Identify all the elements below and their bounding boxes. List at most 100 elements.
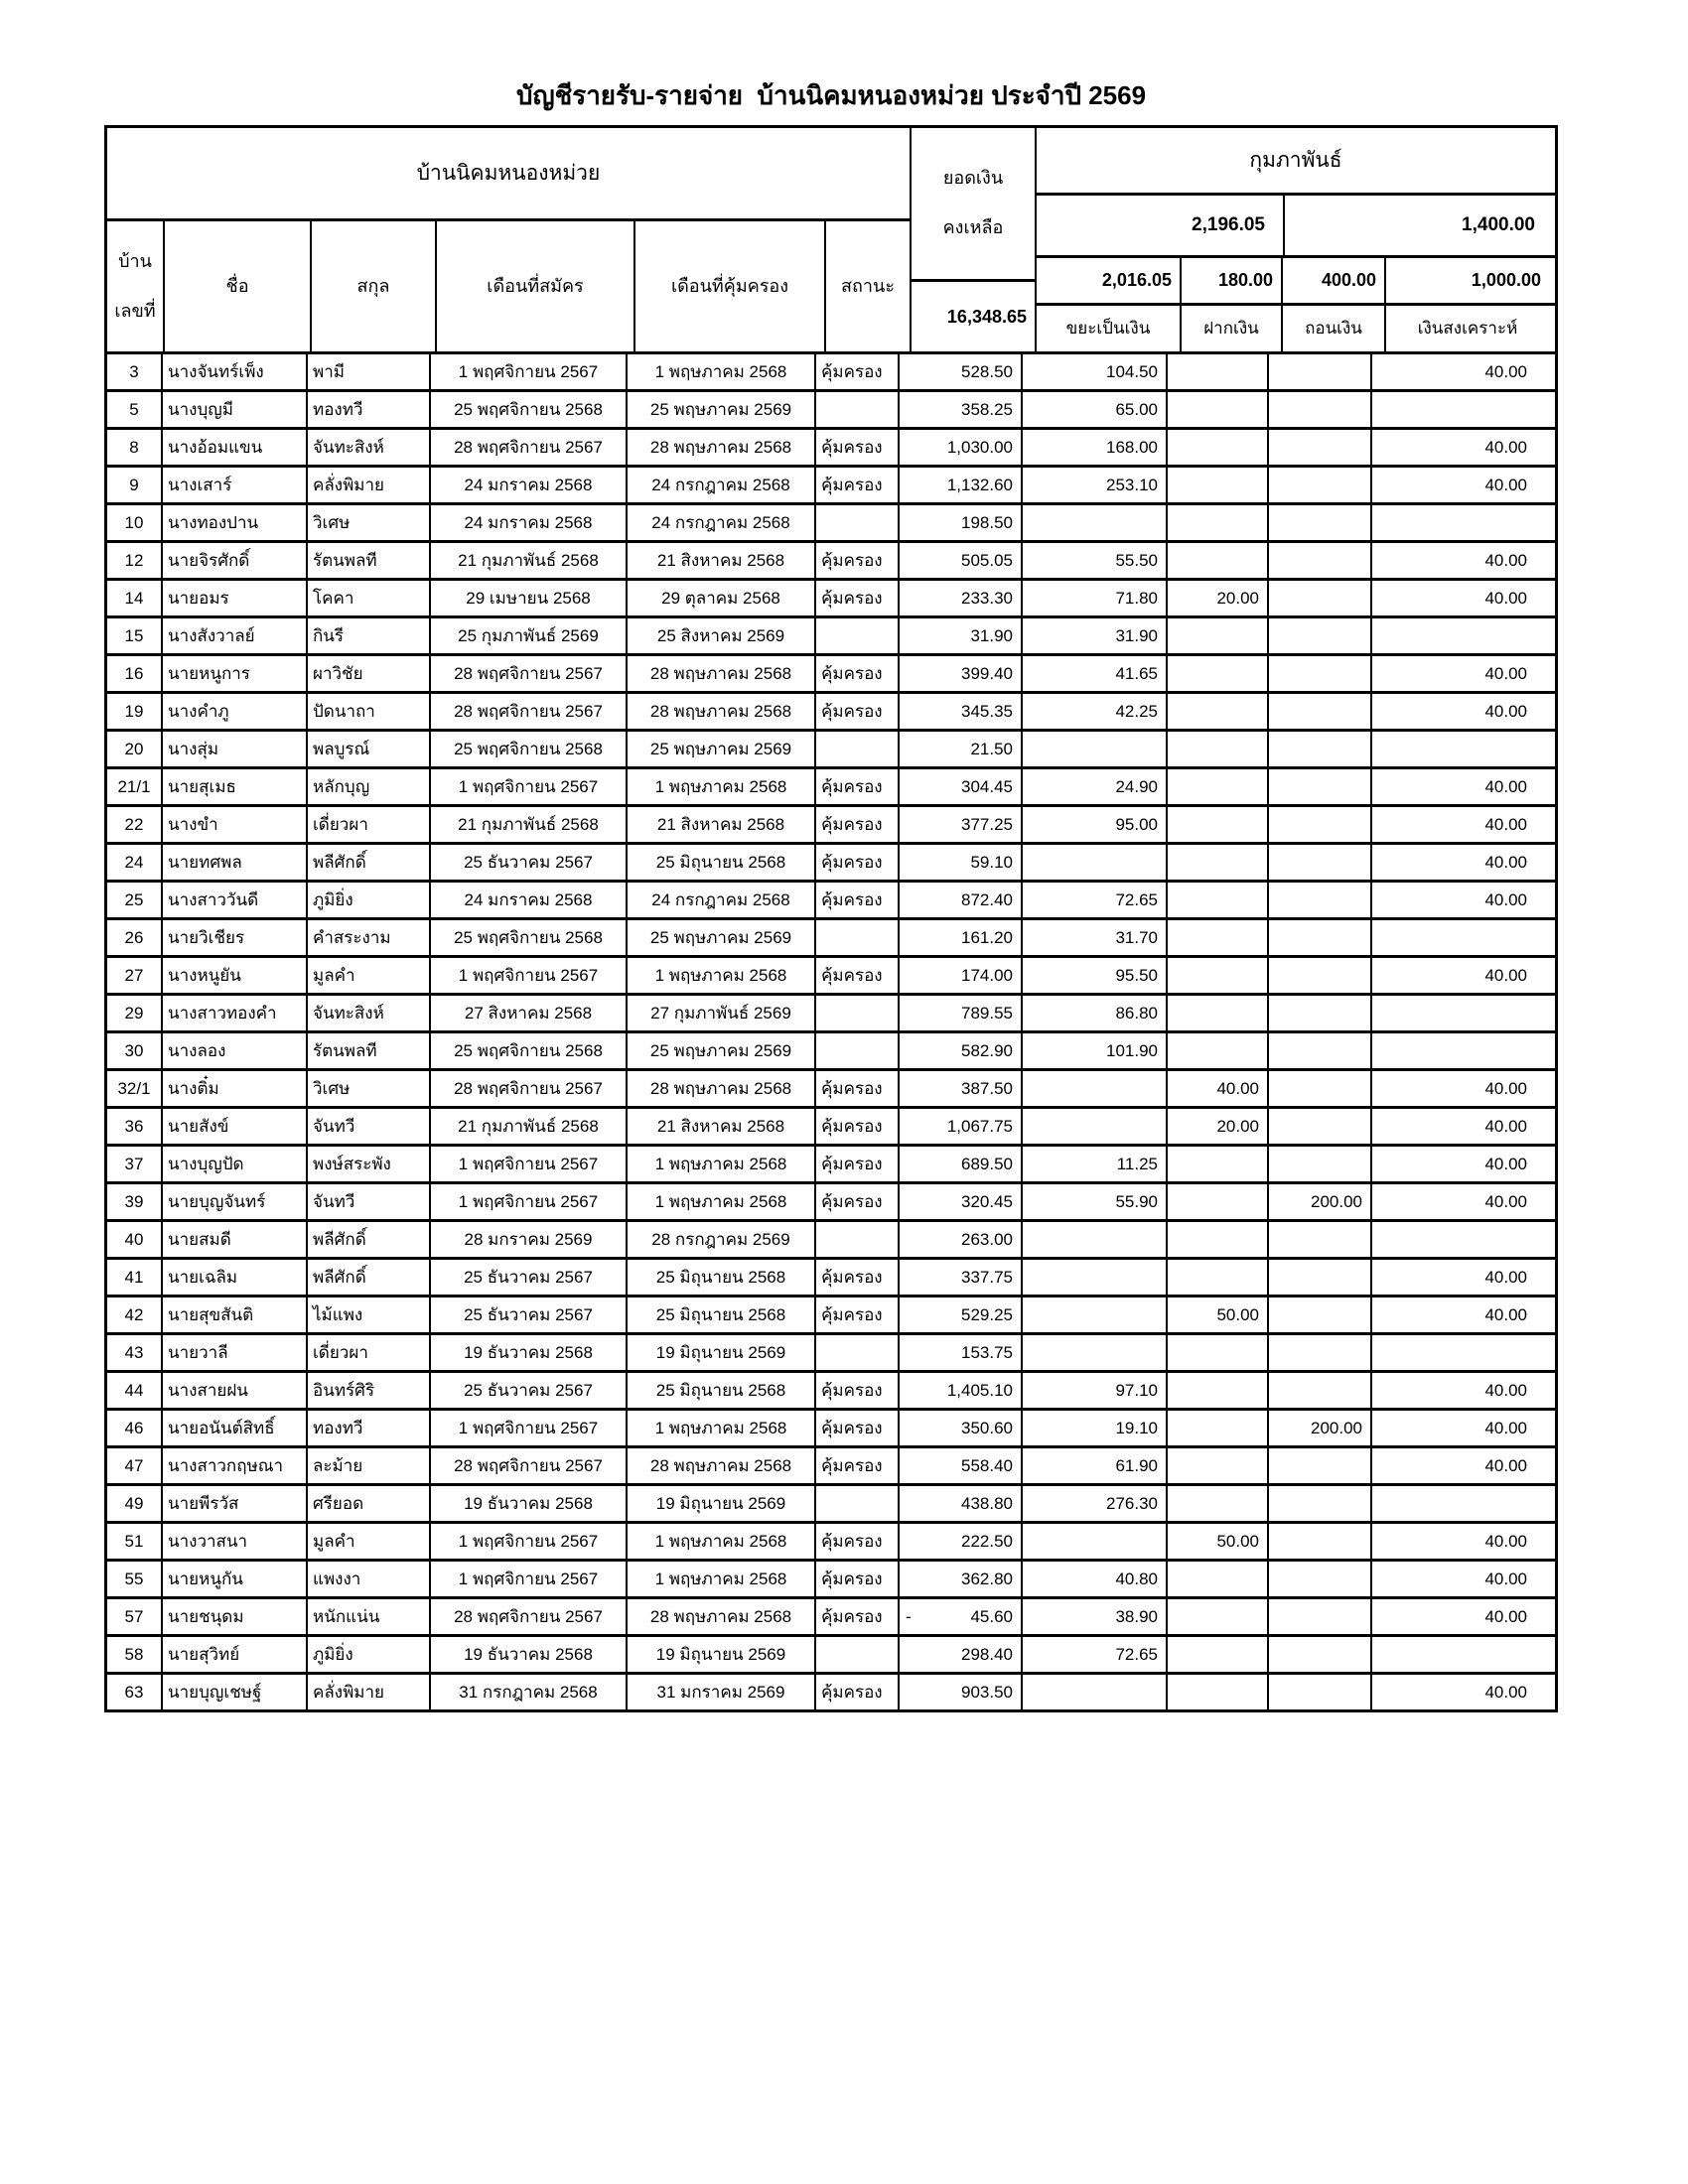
status-cell — [816, 505, 900, 540]
table-row: 10 นางทองปาน วิเศษ 24 มกราคม 2568 24 กรก… — [107, 502, 1555, 540]
balance-cell: 263.00 — [900, 1222, 1023, 1257]
column-header-house-number: บ้าน เลขที่ — [107, 221, 165, 351]
house-number-cell: 43 — [107, 1335, 163, 1370]
cover-month-cell: 24 กรกฎาคม 2568 — [628, 505, 816, 540]
house-number-cell: 42 — [107, 1297, 163, 1332]
house-number-cell: 19 — [107, 694, 163, 729]
first-name-cell: นายบุญจันทร์ — [163, 1184, 308, 1219]
waste-money-cell: 42.25 — [1023, 694, 1168, 729]
apply-month-cell: 1 พฤศจิกายน 2567 — [431, 958, 628, 993]
cover-month-cell: 25 พฤษภาคม 2569 — [628, 392, 816, 427]
waste-money-cell: 86.80 — [1023, 996, 1168, 1030]
apply-month-cell: 25 ธันวาคม 2567 — [431, 1260, 628, 1295]
house-number-cell: 14 — [107, 581, 163, 615]
surname-cell: ทองทวี — [308, 1411, 431, 1445]
status-cell: คุ้มครอง — [816, 1599, 900, 1634]
surname-cell: พลีศักดิ์ — [308, 1222, 431, 1257]
welfare-cell: 40.00 — [1484, 965, 1527, 985]
cover-month-cell: 28 พฤษภาคม 2568 — [628, 430, 816, 465]
surname-cell: วิเศษ — [308, 1071, 431, 1106]
welfare-cell: 40.00 — [1484, 475, 1527, 494]
balance-value: 505.05 — [961, 550, 1013, 570]
cover-month-cell: 1 พฤษภาคม 2568 — [628, 354, 816, 389]
deposit-cell — [1168, 807, 1269, 842]
cover-month-cell: 19 มิถุนายน 2569 — [628, 1637, 816, 1672]
first-name-cell: นางสาวกฤษณา — [163, 1448, 308, 1483]
deposit-cell — [1168, 920, 1269, 955]
house-number-cell: 58 — [107, 1637, 163, 1672]
house-label-line2: เลขที่ — [114, 301, 156, 321]
deposit-cell — [1168, 1335, 1269, 1370]
table-row: 58 นายสุวิทย์ ภูมิยิ่ง 19 ธันวาคม 2568 1… — [107, 1634, 1555, 1672]
house-number-cell: 27 — [107, 958, 163, 993]
cover-month-cell: 21 สิงหาคม 2568 — [628, 807, 816, 842]
house-number-cell: 15 — [107, 618, 163, 653]
welfare-cell — [1372, 1335, 1535, 1370]
waste-money-cell: 19.10 — [1023, 1411, 1168, 1445]
house-number-cell: 63 — [107, 1675, 163, 1709]
cover-month-cell: 21 สิงหาคม 2568 — [628, 1109, 816, 1144]
table-row: 44 นางสายฝน อินทร์ศิริ 25 ธันวาคม 2567 2… — [107, 1370, 1555, 1408]
cover-month-cell: 24 กรกฎาคม 2568 — [628, 468, 816, 502]
welfare-cell — [1372, 392, 1535, 427]
welfare-subtotal: 1,000.00 — [1471, 269, 1541, 290]
balance-value: 528.50 — [961, 361, 1013, 381]
balance-cell: 582.90 — [900, 1033, 1023, 1068]
apply-month-cell: 28 พฤศจิกายน 2567 — [431, 656, 628, 691]
balance-cell: 529.25 — [900, 1297, 1023, 1332]
deposit-cell — [1168, 392, 1269, 427]
table-row: 46 นายอนันต์สิทธิ์ ทองทวี 1 พฤศจิกายน 25… — [107, 1408, 1555, 1445]
deposit-cell — [1168, 543, 1269, 578]
surname-cell: ไม้แพง — [308, 1297, 431, 1332]
village-group-header: บ้านนิคมหนองหม่วย — [107, 128, 910, 221]
balance-value: 320.45 — [961, 1191, 1013, 1211]
welfare-cell: 40.00 — [1484, 663, 1527, 683]
balance-value: 1,067.75 — [946, 1116, 1013, 1136]
house-number-cell: 30 — [107, 1033, 163, 1068]
cover-month-cell: 1 พฤษภาคม 2568 — [628, 1184, 816, 1219]
deposit-cell: 40.00 — [1168, 1071, 1269, 1106]
surname-cell: ภูมิยิ่ง — [308, 883, 431, 917]
first-name-cell: นายสมดี — [163, 1222, 308, 1257]
deposit-cell — [1168, 1260, 1269, 1295]
balance-value: 358.25 — [961, 399, 1013, 419]
column-header-waste-money: ขยะเป็นเงิน — [1037, 306, 1182, 351]
balance-cell: 1,405.10 — [900, 1373, 1023, 1408]
apply-month-cell: 28 พฤศจิกายน 2567 — [431, 1448, 628, 1483]
balance-column-header: ยอดเงิน คงเหลือ 16,348.65 — [912, 128, 1037, 351]
deposit-cell — [1168, 1675, 1269, 1709]
table-row: 40 นายสมดี พลีศักดิ์ 28 มกราคม 2569 28 ก… — [107, 1219, 1555, 1257]
column-header-deposit: ฝากเงิน — [1182, 306, 1283, 351]
balance-cell: 872.40 — [900, 883, 1023, 917]
deposit-cell — [1168, 1448, 1269, 1483]
withdraw-cell — [1269, 1524, 1372, 1559]
cover-month-cell: 25 พฤษภาคม 2569 — [628, 1033, 816, 1068]
table-row: 49 นายพีรวัส ศรียอด 19 ธันวาคม 2568 19 ม… — [107, 1483, 1555, 1521]
deposit-cell — [1168, 1486, 1269, 1521]
waste-money-cell: 104.50 — [1023, 354, 1168, 389]
status-cell — [816, 1222, 900, 1257]
apply-month-cell: 24 มกราคม 2568 — [431, 468, 628, 502]
balance-cell: 59.10 — [900, 845, 1023, 880]
first-name-cell: นายหนูการ — [163, 656, 308, 691]
balance-value: 387.50 — [961, 1078, 1013, 1098]
waste-money-cell: 95.00 — [1023, 807, 1168, 842]
cover-month-cell: 1 พฤษภาคม 2568 — [628, 1562, 816, 1596]
apply-month-cell: 19 ธันวาคม 2568 — [431, 1486, 628, 1521]
surname-cell: พลีศักดิ์ — [308, 845, 431, 880]
waste-money-cell — [1023, 1524, 1168, 1559]
withdraw-cell — [1269, 1675, 1372, 1709]
cover-month-cell: 25 มิถุนายน 2568 — [628, 1260, 816, 1295]
waste-money-cell: 24.90 — [1023, 769, 1168, 804]
house-number-cell: 25 — [107, 883, 163, 917]
apply-month-cell: 25 กุมภาพันธ์ 2569 — [431, 618, 628, 653]
balance-value: 304.45 — [961, 776, 1013, 796]
balance-value: 222.50 — [961, 1531, 1013, 1551]
waste-money-cell — [1023, 1675, 1168, 1709]
waste-money-cell — [1023, 1071, 1168, 1106]
cover-month-cell: 31 มกราคม 2569 — [628, 1675, 816, 1709]
balance-value: 438.80 — [961, 1493, 1013, 1513]
surname-cell: รัตนพลที — [308, 1033, 431, 1068]
surname-cell: ศรียอด — [308, 1486, 431, 1521]
month-header-block: กุมภาพันธ์ 2,196.05 1,400.00 2,016.05 18… — [1037, 128, 1555, 351]
